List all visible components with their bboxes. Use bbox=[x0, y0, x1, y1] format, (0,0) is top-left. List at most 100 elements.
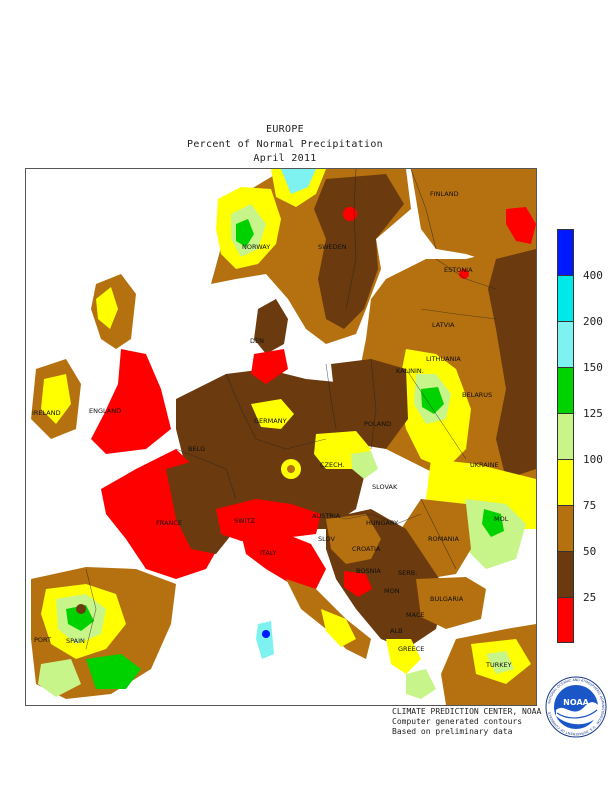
country-borders bbox=[85, 169, 497, 650]
belarus-green bbox=[421, 387, 444, 414]
spain-south-green bbox=[86, 654, 141, 689]
map-title-metric: Percent of Normal Precipitation bbox=[187, 139, 383, 150]
label-albania: ALB bbox=[390, 627, 403, 635]
label-spain: SPAIN bbox=[66, 637, 85, 645]
label-czech: CZECH. bbox=[320, 461, 344, 469]
scotland-yellow bbox=[96, 287, 118, 329]
ireland-yellow bbox=[41, 374, 71, 424]
label-belgium: BELG bbox=[188, 445, 205, 453]
legend-swatch bbox=[557, 551, 574, 597]
spain-brown-spot bbox=[76, 604, 86, 614]
corsica-blue bbox=[262, 630, 270, 638]
spain-south-light bbox=[38, 659, 81, 697]
noaa-logo-text: NOAA bbox=[563, 698, 589, 707]
moldova-green-2 bbox=[482, 509, 504, 537]
denmark-land bbox=[254, 299, 288, 354]
label-macedonia: MACE bbox=[406, 611, 425, 619]
label-croatia: CROATIA bbox=[352, 545, 381, 553]
legend-tick-label: 200 bbox=[583, 315, 603, 328]
label-greece: GREECE bbox=[398, 645, 424, 653]
label-england: ENGLAND bbox=[89, 407, 121, 415]
legend-swatch bbox=[557, 229, 574, 275]
italy-red bbox=[241, 534, 326, 589]
label-germany: GERMANY bbox=[254, 417, 287, 425]
legend-swatch bbox=[557, 321, 574, 367]
france-brown bbox=[166, 459, 236, 554]
label-slovenia: SLOV bbox=[318, 535, 336, 543]
sweden-red-spot bbox=[343, 207, 357, 221]
label-belarus: BELARUS bbox=[462, 391, 492, 399]
legend-color-bar bbox=[557, 229, 574, 643]
england-red bbox=[91, 349, 171, 454]
label-estonia: ESTONIA bbox=[444, 266, 473, 274]
label-moldova: MOL bbox=[494, 515, 509, 523]
label-norway: NORWAY bbox=[242, 243, 270, 251]
label-slovakia: SLOVAK bbox=[372, 483, 398, 491]
estonia-red-spot bbox=[459, 269, 469, 279]
label-italy: ITALY bbox=[260, 549, 277, 557]
norway-wet-3 bbox=[236, 219, 254, 247]
croatia-land bbox=[326, 514, 381, 564]
label-france: FRANCE bbox=[156, 519, 182, 527]
credits-line-2: Computer generated contours bbox=[392, 717, 523, 726]
noaa-logo: NOAA NATIONAL OCEANIC AND ATMOSPHERIC AD… bbox=[545, 676, 607, 738]
italy-yellow bbox=[321, 609, 356, 647]
legend-tick-label: 400 bbox=[583, 269, 603, 282]
label-bosnia: BOSNIA bbox=[356, 567, 381, 575]
legend-tick-label: 25 bbox=[583, 591, 597, 604]
label-kaliningrad: KALININ. bbox=[396, 367, 424, 375]
label-austria: AUSTRIA bbox=[312, 512, 341, 520]
denmark-red bbox=[251, 349, 288, 384]
label-latvia: LATVIA bbox=[432, 321, 455, 329]
poland-dry bbox=[331, 359, 408, 449]
iberia-green-2 bbox=[66, 605, 94, 631]
label-turkey: TURKEY bbox=[485, 661, 512, 669]
greece-yellow bbox=[386, 639, 421, 674]
label-romania: ROMANIA bbox=[428, 535, 459, 543]
legend-tick-label: 125 bbox=[583, 407, 603, 420]
russia-dry bbox=[488, 249, 536, 479]
legend-swatch bbox=[557, 413, 574, 459]
greece-green bbox=[406, 669, 436, 699]
germany-yellow bbox=[251, 399, 294, 429]
sweden-dry bbox=[314, 174, 404, 329]
label-denmark: DEN bbox=[250, 337, 264, 345]
label-hungary: HUNGARY bbox=[366, 519, 398, 527]
label-poland: POLAND bbox=[364, 420, 391, 428]
label-ireland: IRELAND bbox=[32, 409, 61, 417]
legend-swatch bbox=[557, 505, 574, 551]
finland-red bbox=[506, 207, 536, 244]
legend-tick-label: 100 bbox=[583, 453, 603, 466]
label-lithuania: LITHUANIA bbox=[426, 355, 461, 363]
label-switzerland: SWITZ bbox=[234, 517, 255, 525]
bosnia-red bbox=[344, 571, 372, 597]
legend-swatch bbox=[557, 459, 574, 505]
label-montenegro: MON bbox=[384, 587, 400, 595]
map-title-period: April 2011 bbox=[253, 153, 317, 164]
turkey-green bbox=[486, 651, 514, 674]
map-svg: FINLAND NORWAY SWEDEN ESTONIA LATVIA LIT… bbox=[31, 169, 536, 705]
legend-tick-label: 75 bbox=[583, 499, 597, 512]
bulgaria-land bbox=[416, 577, 486, 629]
alps-red bbox=[216, 499, 321, 541]
label-bulgaria: BULGARIA bbox=[430, 595, 464, 603]
legend-swatch bbox=[557, 367, 574, 413]
legend-tick-label: 50 bbox=[583, 545, 597, 558]
germany-brown-spot bbox=[287, 465, 295, 473]
czech-green bbox=[351, 451, 378, 479]
legend-swatch bbox=[557, 275, 574, 321]
credits: CLIMATE PREDICTION CENTER, NOAA Computer… bbox=[392, 707, 541, 737]
map-title-region: EUROPE bbox=[266, 124, 304, 135]
label-serbia: SERB. bbox=[398, 569, 417, 577]
label-portugal: PORT bbox=[34, 636, 51, 644]
credits-line-1: CLIMATE PREDICTION CENTER, NOAA bbox=[392, 707, 542, 716]
precipitation-map: FINLAND NORWAY SWEDEN ESTONIA LATVIA LIT… bbox=[25, 168, 537, 706]
finland-land bbox=[411, 169, 536, 264]
label-finland: FINLAND bbox=[430, 190, 459, 198]
label-ukraine: UKRAINE bbox=[470, 461, 499, 469]
legend-tick-label: 150 bbox=[583, 361, 603, 374]
label-sweden: SWEDEN bbox=[318, 243, 347, 251]
sardinia bbox=[256, 621, 274, 659]
credits-line-3: Based on preliminary data bbox=[392, 727, 513, 736]
legend-swatch bbox=[557, 597, 574, 643]
